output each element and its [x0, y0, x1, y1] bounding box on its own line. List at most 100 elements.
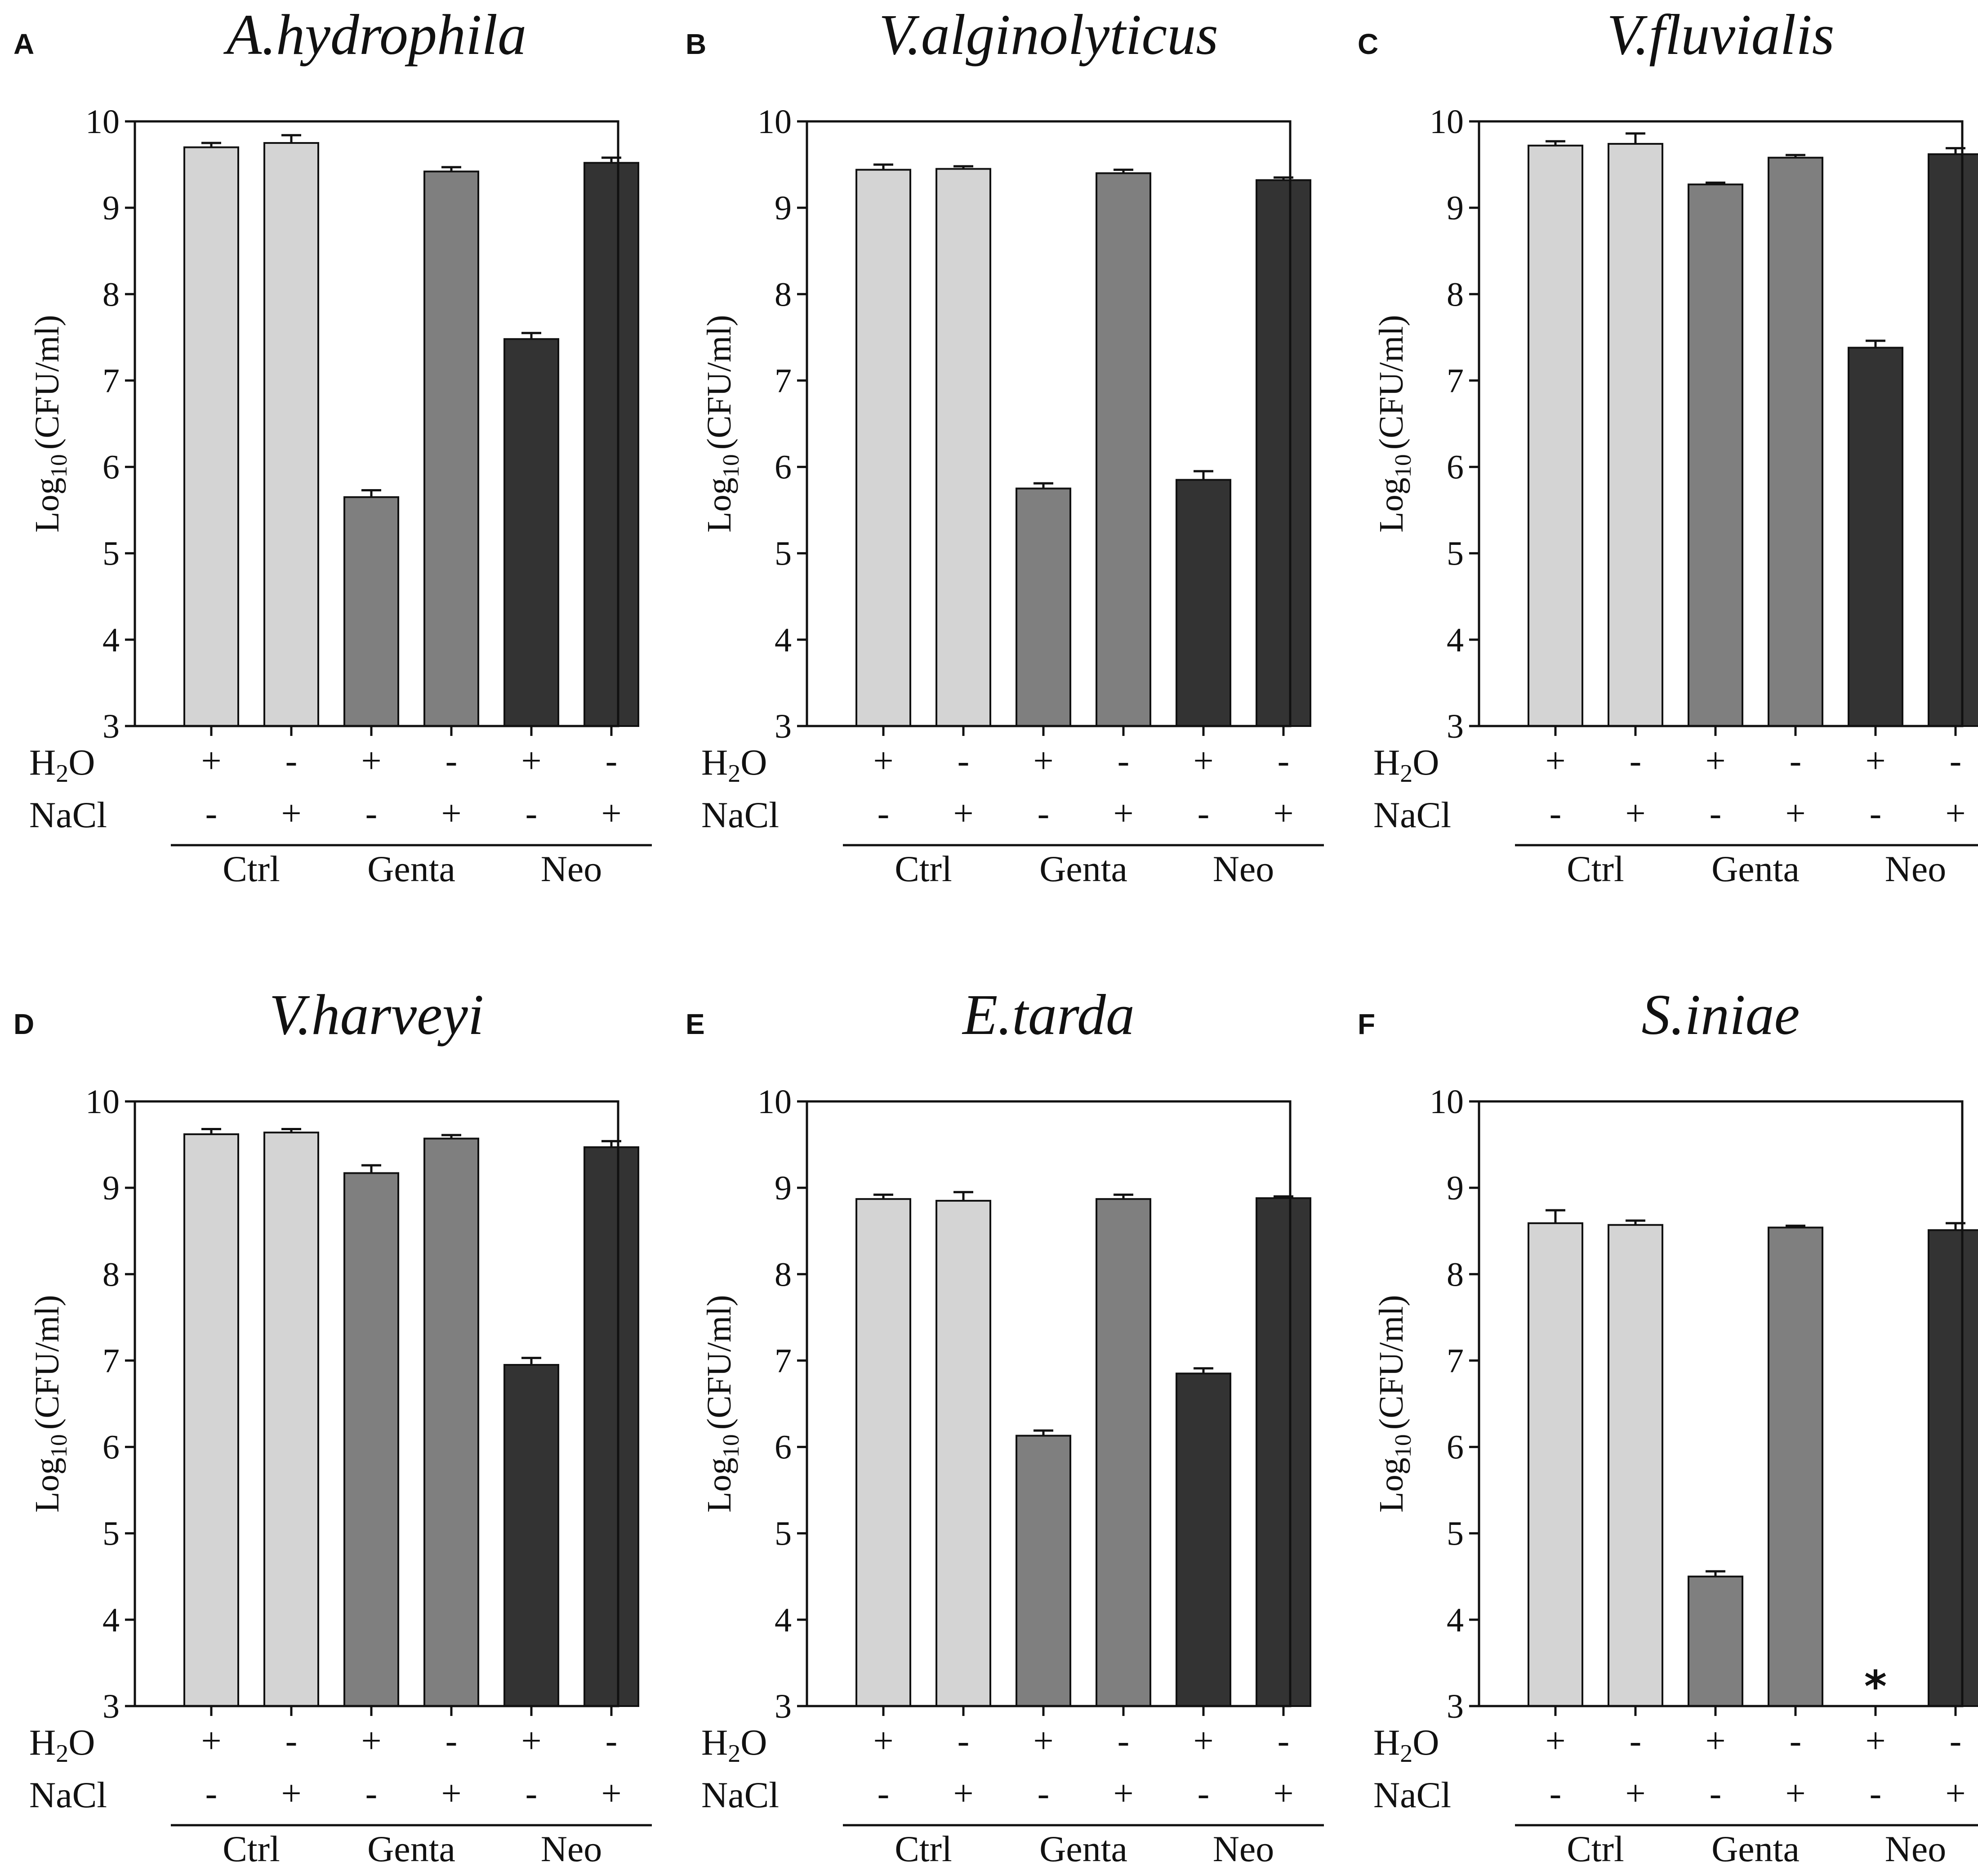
row-label-h2o: H2O [29, 742, 95, 788]
h2o-sign: + [201, 1721, 221, 1761]
chart-panel-f: F S.iniaeLog10(CFU/ml)*345678910H2ONaCl+-… [1358, 983, 1978, 1869]
h2o-sign: - [1278, 1721, 1290, 1761]
nacl-sign: + [281, 1774, 301, 1814]
panel-letter: F [1358, 1008, 1375, 1040]
bar [1256, 1197, 1311, 1707]
y-tick-label: 9 [1447, 1169, 1464, 1207]
bar [343, 1172, 399, 1707]
y-axis-label-unit: (CFU/ml) [700, 315, 738, 450]
panel-letter: D [13, 1008, 34, 1040]
y-tick-label: 8 [1447, 1256, 1464, 1293]
bar [1528, 144, 1583, 727]
row-label-h2o-subscript: 2 [728, 1740, 740, 1768]
bar [503, 1364, 559, 1707]
panel-letter: C [1358, 28, 1378, 60]
nacl-sign: - [365, 1774, 378, 1814]
row-label-h2o-h: H [1373, 1722, 1400, 1763]
y-tick-label: 8 [775, 276, 792, 313]
y-tick-label: 5 [102, 1515, 120, 1553]
h2o-sign: - [606, 741, 618, 781]
bar [1176, 479, 1231, 727]
h2o-sign: + [873, 1721, 893, 1761]
y-axis-label-subscript: 10 [1390, 1434, 1416, 1457]
row-label-h2o-o: O [1412, 742, 1439, 783]
y-axis-label-base: Log [700, 1457, 738, 1512]
row-label-h2o: H2O [1373, 742, 1439, 788]
y-tick-label: 8 [775, 1256, 792, 1293]
group-label-neo: Neo [1213, 1828, 1274, 1869]
h2o-sign: + [1705, 741, 1725, 781]
y-axis-label-base: Log [1372, 1457, 1410, 1512]
y-tick-label: 5 [775, 1515, 792, 1553]
panel-letter: E [686, 1008, 705, 1040]
h2o-sign: + [1033, 741, 1053, 781]
h2o-sign: - [1118, 1721, 1130, 1761]
y-tick-label: 4 [102, 621, 120, 659]
group-label-genta: Genta [367, 848, 455, 889]
bar [1768, 1226, 1823, 1707]
y-tick-label: 3 [775, 1688, 792, 1725]
bar [1016, 487, 1071, 727]
y-tick-label: 7 [775, 1342, 792, 1380]
bar [1608, 143, 1663, 727]
chart-panel-e: E E.tardaLog10(CFU/ml)345678910H2ONaCl+--… [686, 983, 1324, 1869]
y-tick-label: 5 [1447, 535, 1464, 573]
plot-frame [134, 1100, 619, 1707]
y-axis-label: Log10 (CFU/ml) [700, 315, 744, 532]
h2o-sign: + [1865, 1721, 1885, 1761]
group-label-genta: Genta [367, 1828, 455, 1869]
y-tick-label: 9 [1447, 189, 1464, 227]
h2o-sign: - [1950, 741, 1962, 781]
y-axis-label: Log10 (CFU/ml) [28, 315, 72, 532]
group-label-ctrl: Ctrl [1567, 848, 1624, 889]
nacl-sign: - [1710, 794, 1722, 833]
bar [855, 169, 911, 727]
row-label-h2o-h: H [29, 1722, 56, 1763]
bar [1256, 179, 1311, 727]
nacl-sign: - [1870, 794, 1882, 833]
row-label-nacl: NaCl [701, 794, 779, 835]
row-label-h2o-o: O [740, 742, 767, 783]
y-tick-label: 9 [775, 189, 792, 227]
h2o-sign: - [1118, 741, 1130, 781]
y-axis-label-subscript: 10 [718, 454, 744, 477]
bar [1096, 1198, 1151, 1707]
h2o-sign: + [361, 741, 381, 781]
panel-letter: B [686, 28, 706, 60]
y-tick-label: 10 [757, 1083, 792, 1121]
nacl-sign: + [441, 1774, 461, 1814]
nacl-sign: - [878, 794, 890, 833]
bar [936, 1199, 991, 1707]
y-tick-label: 10 [1430, 103, 1464, 141]
panel-letter: A [13, 28, 34, 60]
y-axis-label-subscript: 10 [718, 1434, 744, 1457]
y-tick-label: 9 [102, 189, 120, 227]
y-tick-label: 10 [757, 103, 792, 141]
plot-frame [1478, 1100, 1964, 1707]
y-tick-label: 10 [85, 1083, 120, 1121]
y-tick-label: 8 [1447, 276, 1464, 313]
h2o-sign: - [1630, 741, 1642, 781]
y-axis-label-base: Log [700, 477, 738, 532]
bar [423, 1137, 479, 1707]
h2o-sign: + [1865, 741, 1885, 781]
row-label-h2o: H2O [29, 1722, 95, 1768]
nacl-sign: + [953, 1774, 973, 1814]
row-label-h2o-subscript: 2 [56, 760, 68, 788]
nacl-sign: + [601, 794, 621, 833]
chart-title: V.fluvialis [1607, 3, 1834, 67]
chart-title: V.harveyi [269, 983, 484, 1047]
h2o-sign: + [873, 741, 893, 781]
y-tick-label: 5 [102, 535, 120, 573]
y-tick-label: 4 [1447, 1601, 1464, 1639]
row-label-h2o: H2O [701, 1722, 767, 1768]
y-tick-label: 6 [102, 1429, 120, 1466]
bar [183, 1133, 239, 1707]
y-axis-label-subscript: 10 [46, 454, 72, 477]
y-tick-label: 6 [775, 1429, 792, 1466]
nacl-sign: + [1113, 794, 1133, 833]
y-tick-label: 9 [775, 1169, 792, 1207]
nacl-sign: - [1550, 794, 1562, 833]
group-label-ctrl: Ctrl [895, 848, 952, 889]
y-axis-label-base: Log [28, 477, 66, 532]
